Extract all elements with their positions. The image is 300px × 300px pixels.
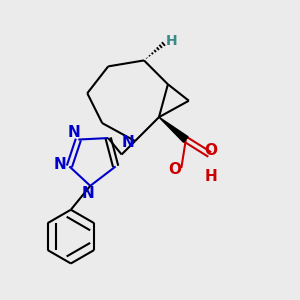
Text: H: H [205, 169, 217, 184]
Text: N: N [54, 157, 67, 172]
Text: O: O [168, 162, 181, 177]
Text: N: N [121, 135, 134, 150]
Polygon shape [159, 117, 188, 142]
Text: N: N [82, 186, 94, 201]
Text: N: N [68, 125, 80, 140]
Text: H: H [166, 34, 178, 48]
Text: O: O [205, 143, 218, 158]
